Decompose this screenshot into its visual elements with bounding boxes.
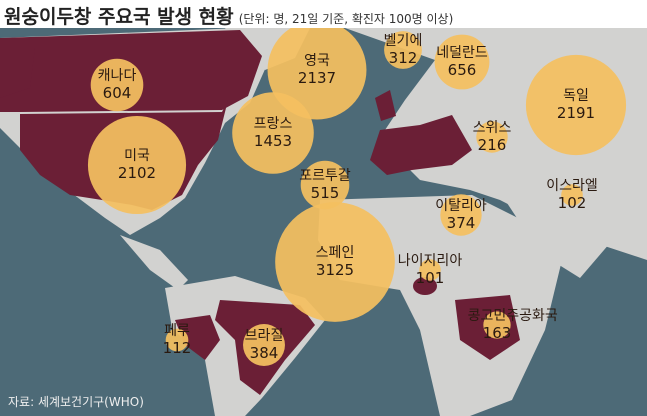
country-name: 나이지리아 [397,253,463,269]
country-name: 독일 [563,88,589,104]
case-count: 216 [477,136,507,154]
country-name: 벨기에 [383,33,423,49]
case-count: 604 [102,84,132,102]
map [0,28,647,416]
country-label: 프랑스 1453 [254,116,293,150]
subtitle: (단위: 명, 21일 기준, 확진자 100명 이상) [238,12,454,26]
country-label: 브라질 384 [245,328,284,362]
country-name: 페루 [164,323,190,339]
country-label: 벨기에 312 [384,33,423,67]
bubble [165,328,189,352]
country-name: 미국 [124,148,150,164]
bubble [243,324,285,366]
country-label: 스위스 216 [473,120,512,154]
country-name: 캐나다 [97,68,137,84]
case-count: 312 [388,49,418,67]
case-count: 1453 [253,132,293,150]
country-label: 콩고민주공화국 163 [467,308,558,342]
case-count: 2137 [297,69,337,87]
case-count: 102 [557,194,587,212]
bubble [232,92,314,174]
case-count: 515 [310,184,340,202]
case-count: 384 [249,344,279,362]
bubble [384,31,422,69]
country-name: 이탈리아 [435,198,487,214]
country-name: 스위스 [472,120,512,136]
bubble [440,194,482,236]
bubble [434,34,490,90]
case-count: 112 [162,339,192,357]
bubble [419,259,441,281]
country-label: 미국 2102 [118,148,156,182]
bubble [525,54,627,156]
title: 원숭이두창 주요국 발생 현황 [4,6,234,28]
country-label: 나이지리아 101 [398,253,462,287]
country-label: 캐나다 604 [98,68,137,102]
header: 원숭이두창 주요국 발생 현황 (단위: 명, 21일 기준, 확진자 100명… [4,2,453,29]
country-label: 스페인 3125 [316,245,355,279]
case-count: 374 [446,214,476,232]
country-label: 페루 112 [163,323,192,357]
bubble [275,202,395,322]
bubble [483,311,511,339]
country-label: 네덜란드 656 [436,45,488,79]
country-name: 스페인 [315,245,355,261]
case-count: 163 [482,324,512,342]
country-name: 브라질 [244,328,284,344]
country-label: 이스라엘 102 [546,178,598,212]
country-name: 프랑스 [253,116,293,132]
case-count: 2191 [556,104,596,122]
source: 자료: 세계보건기구(WHO) [8,395,144,409]
bubble [476,121,508,153]
country-label: 영국 2137 [298,53,336,87]
country-name: 네덜란드 [436,45,488,61]
country-name: 이스라엘 [546,178,598,194]
case-count: 101 [415,269,445,287]
bubble [561,184,583,206]
country-name: 포르투갈 [299,168,351,184]
bubble [90,58,144,112]
country-name: 영국 [304,53,330,69]
country-label: 포르투갈 515 [299,168,351,202]
case-count: 2102 [117,164,157,182]
bubble [267,28,367,120]
bubble [87,115,187,215]
case-count: 3125 [315,261,355,279]
case-count: 656 [447,61,477,79]
country-name: 콩고민주공화국 [467,308,558,324]
bubble [300,160,350,210]
country-label: 독일 2191 [557,88,595,122]
country-label: 이탈리아 374 [435,198,487,232]
